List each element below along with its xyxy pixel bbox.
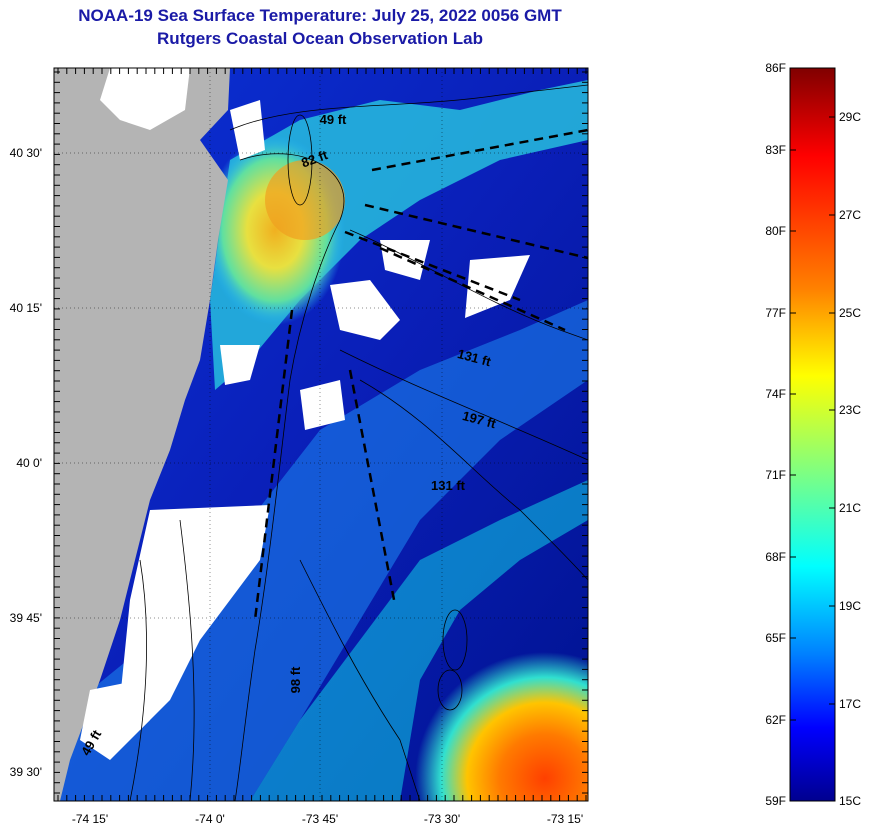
- map-title: NOAA-19 Sea Surface Temperature: July 25…: [78, 6, 562, 25]
- cloud-patch: [300, 380, 345, 430]
- colorbar-f-label: 59F: [765, 794, 786, 808]
- cloud-patch: [120, 505, 270, 730]
- dotted-gridlines: [54, 68, 588, 801]
- cloud-patch: [465, 255, 530, 318]
- colorbar-f-label: 83F: [765, 143, 786, 157]
- colorbar-scale: [789, 67, 836, 802]
- colorbar-c-label: 21C: [839, 501, 862, 515]
- colorbar-c-label: 25C: [839, 306, 862, 320]
- colorbar-c-label: 27C: [839, 208, 862, 222]
- depth-label: 49 ft: [320, 112, 347, 127]
- cloud-patch: [100, 68, 190, 130]
- shipping-lanes: [253, 128, 588, 621]
- latitude-labels: 40 30' 40 15' 40 0' 39 45' 39 30': [10, 146, 42, 779]
- axis-ticks: [54, 68, 588, 801]
- depth-label: 131 ft: [431, 478, 466, 493]
- colorbar-f-label: 86F: [765, 61, 786, 75]
- lon-label: -74 15': [72, 812, 108, 826]
- colorbar-c-label: 17C: [839, 697, 862, 711]
- cloud-patch: [80, 680, 150, 760]
- lon-label: -73 30': [424, 812, 460, 826]
- colorbar-f-label: 77F: [765, 306, 786, 320]
- cloud-patch: [220, 345, 260, 385]
- southern-nearshore-band: [250, 480, 588, 801]
- lat-label: 40 15': [10, 301, 42, 315]
- lat-label: 39 30': [10, 765, 42, 779]
- cloud-patch: [330, 280, 400, 340]
- depth-contours: [129, 84, 588, 801]
- colorbar-f-label: 80F: [765, 224, 786, 238]
- lat-label: 39 45': [10, 611, 42, 625]
- cloud-patch: [230, 100, 265, 160]
- lat-label: 40 30': [10, 146, 42, 160]
- colorbar-c-label: 15C: [839, 794, 862, 808]
- colorbar-f-label: 65F: [765, 631, 786, 645]
- colorbar-f-label: 68F: [765, 550, 786, 564]
- colorbar-c-label: 19C: [839, 599, 862, 613]
- lon-label: -73 45': [302, 812, 338, 826]
- colorbar-c-label: 23C: [839, 403, 862, 417]
- depth-label: 98 ft: [288, 666, 303, 693]
- colorbar-f-label: 62F: [765, 713, 786, 727]
- map-frame: [53, 67, 589, 802]
- colorbar-f-label: 74F: [765, 387, 786, 401]
- colorbar-c-label: 29C: [839, 110, 862, 124]
- colorbar-f-label: 71F: [765, 468, 786, 482]
- longitude-labels: -74 15' -74 0' -73 45' -73 30' -73 15': [72, 812, 583, 826]
- lat-label: 40 0': [16, 456, 42, 470]
- orange-warm-core: [265, 160, 345, 240]
- colorbar-ticks: [790, 67, 835, 802]
- map-subtitle: Rutgers Coastal Ocean Observation Lab: [157, 29, 483, 48]
- lon-label: -73 15': [547, 812, 583, 826]
- lon-label: -74 0': [195, 812, 225, 826]
